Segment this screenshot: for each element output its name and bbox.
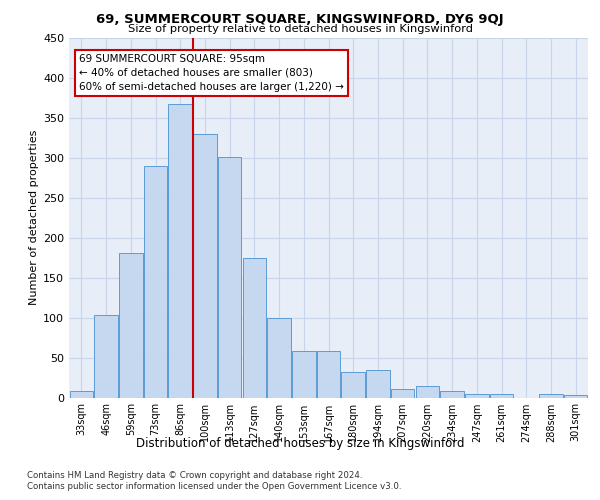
Bar	[490, 394, 513, 398]
Bar	[366, 370, 389, 398]
Bar	[564, 395, 587, 398]
Bar	[317, 351, 340, 398]
Bar	[94, 315, 118, 398]
Text: 69 SUMMERCOURT SQUARE: 95sqm
← 40% of detached houses are smaller (803)
60% of s: 69 SUMMERCOURT SQUARE: 95sqm ← 40% of de…	[79, 54, 344, 92]
Text: Contains HM Land Registry data © Crown copyright and database right 2024.: Contains HM Land Registry data © Crown c…	[27, 471, 362, 480]
Bar	[341, 372, 365, 398]
Bar	[391, 388, 415, 398]
Bar	[119, 252, 143, 398]
Bar	[242, 258, 266, 398]
Bar	[440, 391, 464, 398]
Bar	[539, 394, 563, 398]
Bar	[465, 394, 488, 398]
Bar	[169, 104, 192, 398]
Text: 69, SUMMERCOURT SQUARE, KINGSWINFORD, DY6 9QJ: 69, SUMMERCOURT SQUARE, KINGSWINFORD, DY…	[96, 12, 504, 26]
Text: Distribution of detached houses by size in Kingswinford: Distribution of detached houses by size …	[136, 438, 464, 450]
Bar	[193, 134, 217, 398]
Bar	[416, 386, 439, 398]
Bar	[144, 166, 167, 398]
Bar	[70, 391, 93, 398]
Text: Size of property relative to detached houses in Kingswinford: Size of property relative to detached ho…	[128, 24, 473, 34]
Text: Contains public sector information licensed under the Open Government Licence v3: Contains public sector information licen…	[27, 482, 401, 491]
Bar	[268, 318, 291, 398]
Bar	[218, 156, 241, 398]
Bar	[292, 351, 316, 398]
Y-axis label: Number of detached properties: Number of detached properties	[29, 130, 39, 305]
